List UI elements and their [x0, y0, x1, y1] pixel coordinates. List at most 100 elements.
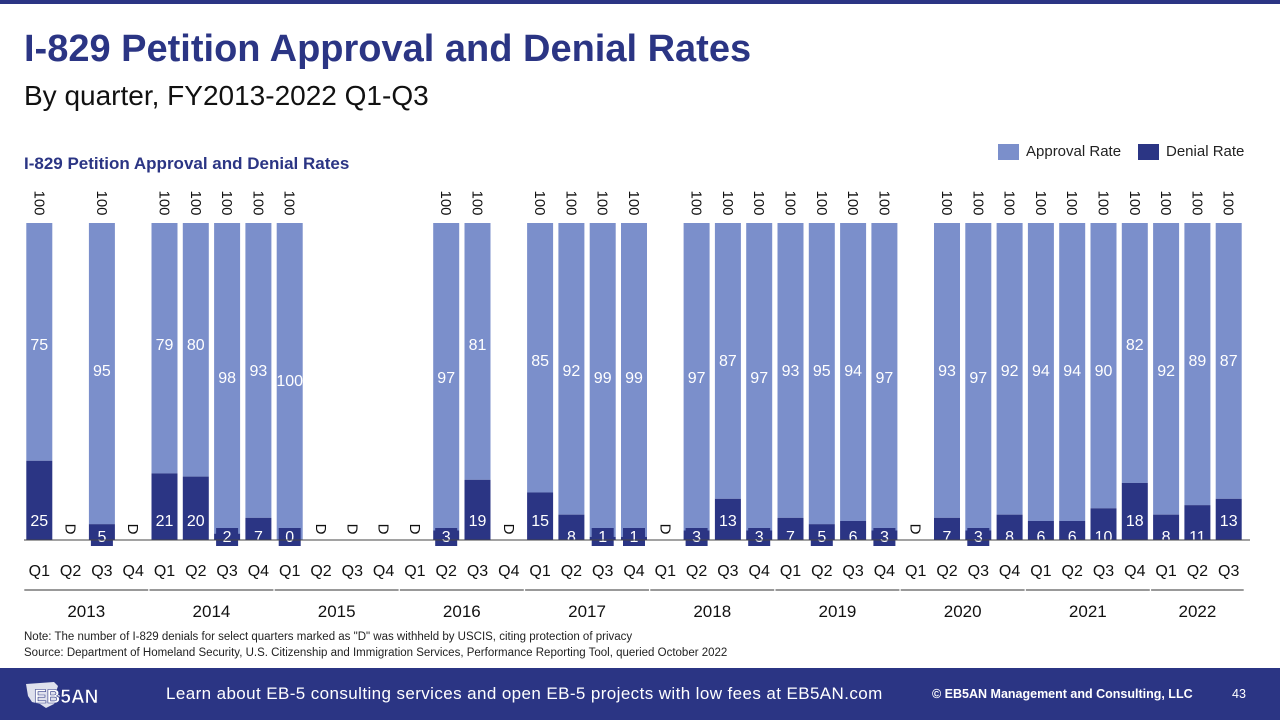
denial-label-box — [216, 528, 239, 546]
approval-bar — [1027, 223, 1054, 521]
quarter-tick-label: Q2 — [1187, 563, 1208, 580]
approval-bar — [1121, 223, 1148, 483]
total-label: 100 — [437, 190, 454, 215]
approval-bar — [182, 223, 209, 477]
approval-bar — [808, 223, 835, 525]
withheld-marker: D — [406, 524, 423, 535]
quarter-tick-label: Q3 — [342, 563, 363, 580]
approval-label: 87 — [1220, 353, 1238, 370]
denial-label-box — [967, 528, 990, 546]
denial-bar — [934, 517, 960, 540]
quarter-tick-label: Q1 — [279, 563, 300, 580]
withheld-marker: D — [500, 524, 517, 535]
approval-label: 92 — [1001, 363, 1019, 380]
quarter-tick-label: Q3 — [1093, 563, 1114, 580]
quarter-tick-label: Q4 — [373, 563, 394, 580]
denial-bar — [1027, 520, 1054, 540]
legend-approval-swatch — [998, 144, 1019, 160]
denial-bar — [777, 517, 804, 540]
denial-label: 6 — [1036, 529, 1045, 546]
approval-bar — [276, 223, 303, 540]
approval-label: 93 — [250, 363, 268, 380]
approval-bar — [1153, 223, 1180, 515]
approval-label: 97 — [876, 370, 894, 387]
year-label: 2019 — [819, 602, 857, 621]
total-label: 100 — [875, 190, 892, 215]
total-label: 100 — [625, 190, 642, 215]
denial-bar — [1121, 482, 1148, 540]
approval-label: 75 — [30, 337, 48, 354]
total-label: 100 — [719, 190, 736, 215]
denial-bar — [558, 514, 585, 540]
approval-bar — [965, 223, 992, 531]
withheld-marker: D — [312, 524, 329, 535]
top-accent-bar — [0, 0, 1280, 4]
approval-label: 94 — [844, 363, 862, 380]
approval-bar — [871, 223, 898, 531]
denial-label-box — [873, 528, 896, 546]
total-label: 100 — [30, 190, 47, 215]
approval-bar — [840, 223, 867, 521]
total-label: 100 — [1220, 190, 1237, 215]
year-label: 2014 — [193, 602, 231, 621]
approval-label: 97 — [750, 370, 768, 387]
approval-bar — [621, 223, 647, 537]
total-label: 100 — [1126, 190, 1143, 215]
approval-label: 89 — [1189, 353, 1207, 370]
approval-label: 98 — [218, 370, 236, 387]
year-label: 2018 — [693, 602, 731, 621]
source-text: Source: Department of Homeland Security,… — [24, 647, 728, 659]
approval-label: 100 — [276, 373, 303, 390]
approval-bar — [245, 223, 272, 518]
withheld-marker: D — [343, 524, 360, 535]
quarter-tick-label: Q2 — [185, 563, 206, 580]
total-label: 100 — [218, 190, 235, 215]
chart-notes: Note: The number of I-829 denials for se… — [24, 629, 727, 661]
total-label: 100 — [969, 190, 986, 215]
approval-label: 87 — [719, 353, 737, 370]
approval-label: 95 — [813, 363, 831, 380]
quarter-tick-label: Q4 — [1124, 563, 1145, 580]
quarter-tick-label: Q4 — [749, 563, 770, 580]
denial-label: 18 — [1126, 513, 1144, 530]
approval-label: 95 — [93, 363, 111, 380]
denial-label: 6 — [849, 529, 858, 546]
quarter-tick-label: Q2 — [1062, 563, 1083, 580]
footer-bar: EB EB5AN Learn about EB-5 consulting ser… — [0, 668, 1280, 720]
denial-bar — [1090, 508, 1117, 540]
approval-bar — [151, 223, 178, 474]
total-label: 100 — [93, 190, 110, 215]
denial-bar — [1059, 520, 1086, 540]
quarter-tick-label: Q1 — [780, 563, 801, 580]
eb5an-logo[interactable]: EB EB5AN — [24, 678, 114, 712]
approval-bar — [746, 223, 773, 531]
approval-label: 92 — [1157, 363, 1175, 380]
denial-label-box — [748, 528, 771, 546]
quarter-tick-label: Q1 — [905, 563, 926, 580]
approval-bar — [589, 223, 616, 537]
total-label: 100 — [156, 190, 173, 215]
denial-bar — [182, 476, 209, 540]
denial-label: 3 — [880, 529, 889, 546]
quarter-tick-label: Q1 — [655, 563, 676, 580]
approval-bar — [934, 223, 960, 518]
page-number: 43 — [1232, 687, 1246, 701]
withheld-marker: D — [124, 524, 141, 535]
approval-bar — [527, 223, 554, 493]
approval-bar — [558, 223, 585, 515]
denial-label: 10 — [1095, 529, 1113, 546]
quarter-tick-label: Q1 — [1155, 563, 1176, 580]
approval-bar — [714, 223, 741, 499]
quarter-tick-label: Q2 — [60, 563, 81, 580]
footer-tagline-link[interactable]: Learn about EB-5 consulting services and… — [166, 684, 883, 703]
denial-label-box — [435, 528, 458, 546]
approval-label: 90 — [1095, 363, 1113, 380]
stacked-bar-chart: 1007525Q1DQ2100955Q3DQ41007921Q11008020Q… — [24, 190, 1250, 621]
quarter-tick-label: Q2 — [686, 563, 707, 580]
year-label: 2022 — [1178, 602, 1216, 621]
quarter-tick-label: Q3 — [592, 563, 613, 580]
denial-bar — [464, 479, 491, 540]
approval-bar — [1184, 223, 1211, 506]
approval-bar — [996, 223, 1023, 515]
quarter-tick-label: Q4 — [623, 563, 644, 580]
